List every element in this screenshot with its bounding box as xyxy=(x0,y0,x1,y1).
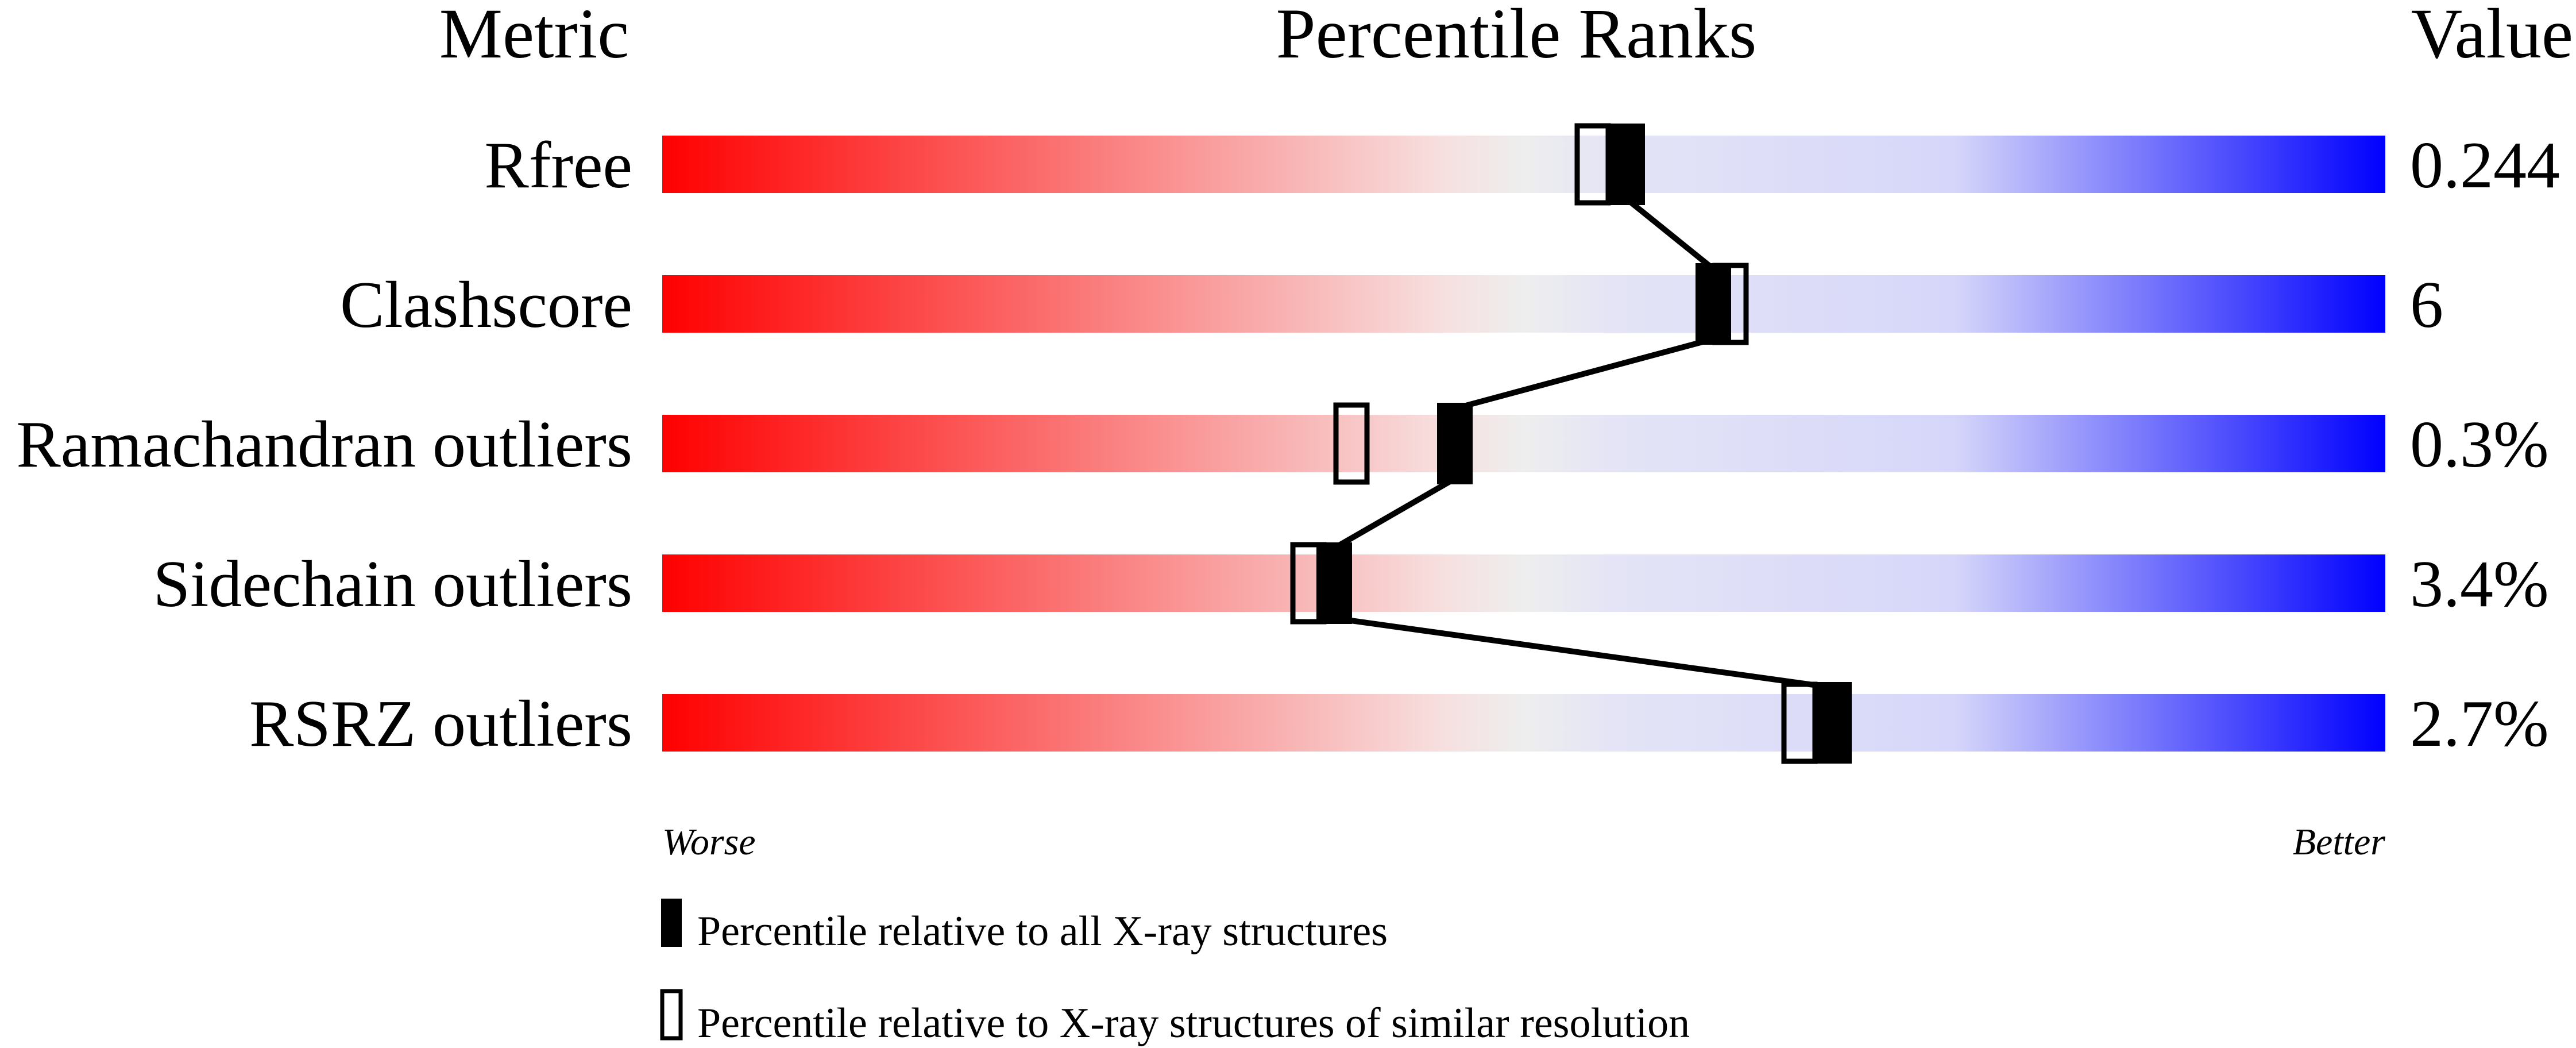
legend-label-all: Percentile relative to all X-ray structu… xyxy=(697,908,1388,955)
rank-bar xyxy=(662,554,2385,612)
connector-line xyxy=(1625,197,1716,271)
metric-value: 2.7% xyxy=(2410,687,2549,761)
marker-all-structures xyxy=(1609,124,1645,205)
marker-similar-resolution xyxy=(1574,123,1611,206)
markers-layer xyxy=(1290,123,1852,764)
marker-all-structures xyxy=(1437,403,1473,484)
header-percentile-ranks: Percentile Ranks xyxy=(1276,0,1757,73)
legend-hollow-marker xyxy=(660,989,683,1041)
marker-all-structures xyxy=(1696,263,1731,345)
rank-bar xyxy=(662,275,2385,333)
connector-layer xyxy=(1333,197,1835,691)
metric-value: 3.4% xyxy=(2410,548,2549,621)
header-metric: Metric xyxy=(439,0,629,73)
rank-bar xyxy=(662,694,2385,752)
metric-value: 0.244 xyxy=(2410,129,2560,202)
metric-label: Rfree xyxy=(484,129,632,202)
axis-better-label: Better xyxy=(2293,821,2386,863)
metric-value: 0.3% xyxy=(2410,408,2549,481)
rank-bar xyxy=(662,415,2385,472)
marker-all-structures xyxy=(1816,682,1852,764)
marker-similar-resolution xyxy=(1333,402,1370,485)
metric-label: RSRZ outliers xyxy=(249,687,632,761)
metric-label: Clashscore xyxy=(340,268,632,342)
bars-layer: Rfree 0.244 Clashscore 6 Ramachandran outlie… xyxy=(16,129,2560,761)
connector-line xyxy=(1333,476,1457,551)
metric-label: Ramachandran outliers xyxy=(16,408,632,481)
marker-all-structures xyxy=(1316,542,1352,624)
marker-similar-resolution xyxy=(1781,681,1818,764)
legend-filled-marker xyxy=(661,899,682,947)
connector-line xyxy=(1334,615,1835,691)
rank-bar xyxy=(662,136,2385,193)
connector-line xyxy=(1454,336,1714,411)
legend-label-similar: Percentile relative to X-ray structures … xyxy=(697,1000,1690,1047)
axis-worse-label: Worse xyxy=(662,821,756,863)
metric-value: 6 xyxy=(2410,268,2443,342)
header-value: Value xyxy=(2411,0,2573,73)
metric-label: Sidechain outliers xyxy=(153,548,632,621)
